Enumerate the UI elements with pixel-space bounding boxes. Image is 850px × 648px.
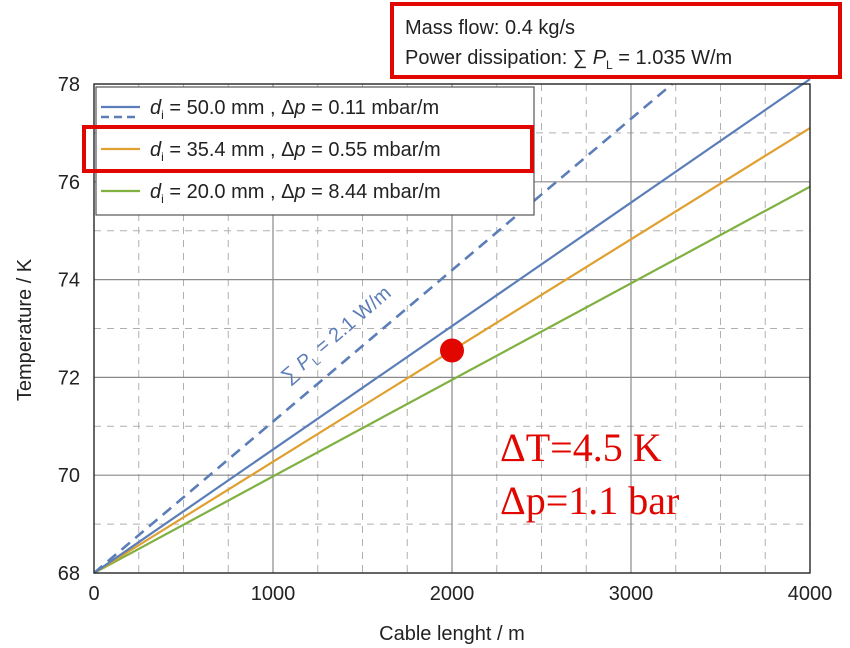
x-tick-label: 2000 <box>430 583 475 605</box>
x-axis-label: Cable lenght / m <box>379 623 525 645</box>
info-power-dissipation: Power dissipation: ∑ PL = 1.035 W/m <box>405 47 732 72</box>
legend-label: di = 20.0 mm , Δp = 8.44 mbar/m <box>150 181 441 206</box>
series-line <box>93 185 811 574</box>
info-power-p: P <box>593 47 607 69</box>
highlight-marker <box>440 338 464 363</box>
series-line <box>93 78 811 574</box>
dashed-line-annotation: ∑ PL = 2.1 W/m <box>277 282 397 390</box>
delta-p-annotation: Δp=1.1 bar <box>500 478 679 523</box>
y-axis-label: Temperature / K <box>14 258 36 401</box>
x-tick-label: 0 <box>88 583 99 605</box>
info-power-sub: L <box>606 58 613 72</box>
info-mass-flow: Mass flow: 0.4 kg/s <box>405 17 575 39</box>
y-tick-label: 68 <box>58 563 80 585</box>
legend-label: di = 35.4 mm , Δp = 0.55 mbar/m <box>150 139 441 164</box>
y-tick-label: 70 <box>58 465 80 487</box>
y-tick-label: 78 <box>58 74 80 96</box>
legend-highlight-box <box>82 125 534 173</box>
info-power-suffix: = 1.035 W/m <box>613 47 733 69</box>
info-box: Mass flow: 0.4 kg/s Power dissipation: ∑… <box>390 2 842 79</box>
y-tick-label: 72 <box>58 367 80 389</box>
x-tick-label: 4000 <box>788 583 833 605</box>
annotation-rest: = 2.1 W/m <box>307 282 395 362</box>
info-box-frame <box>390 2 842 79</box>
delta-t-annotation: ΔT=4.5 K <box>500 425 662 470</box>
legend: di = 50.0 mm , Δp = 0.11 mbar/m di = 35.4… <box>82 86 535 216</box>
x-tick-label: 1000 <box>251 583 296 605</box>
tick-labels: 0 1000 2000 3000 4000 68 70 72 74 76 78 <box>58 74 833 605</box>
info-power-prefix: Power dissipation: ∑ <box>405 47 593 69</box>
y-tick-label: 76 <box>58 172 80 194</box>
plot-frame <box>93 83 811 574</box>
y-tick-label: 74 <box>58 270 80 292</box>
x-tick-label: 3000 <box>609 583 654 605</box>
series-line-dashed <box>93 83 674 574</box>
legend-label: di = 50.0 mm , Δp = 0.11 mbar/m <box>150 97 439 122</box>
legend-box <box>95 86 535 216</box>
